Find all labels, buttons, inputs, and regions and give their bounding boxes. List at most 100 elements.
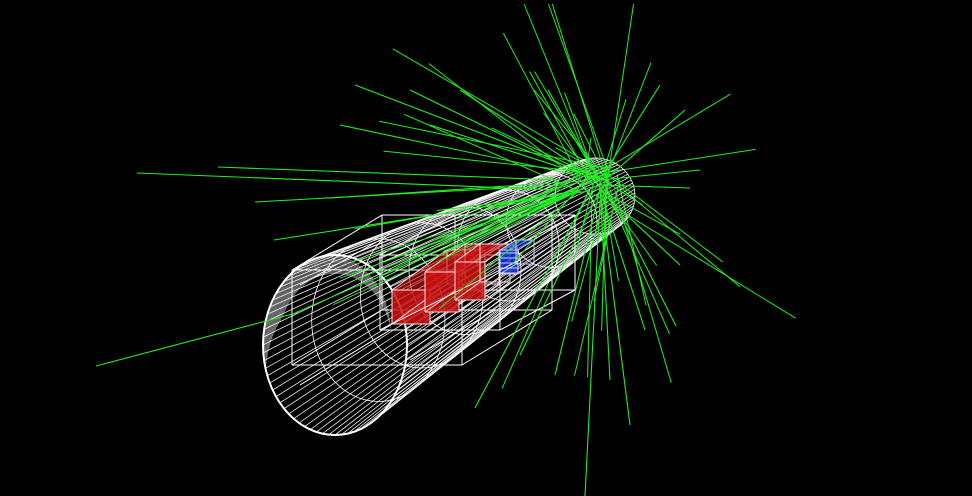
particle-track xyxy=(601,62,652,191)
particle-track xyxy=(438,189,581,310)
calorimeter-block-top xyxy=(455,244,510,262)
particle-track xyxy=(571,180,610,322)
particle-track xyxy=(354,189,581,281)
strut xyxy=(409,309,496,361)
end-cap-ring xyxy=(267,261,403,429)
end-cap-ring xyxy=(266,259,404,431)
outer-frame-edge xyxy=(291,214,383,271)
particle-track xyxy=(383,150,613,176)
particle-track xyxy=(436,191,586,212)
calorimeter-block-edge xyxy=(391,249,448,291)
particle-track xyxy=(459,89,591,176)
end-cap-ring xyxy=(264,256,406,434)
particle-track xyxy=(599,169,701,181)
particle-track xyxy=(616,174,647,306)
particle-track xyxy=(605,165,608,229)
particle-track xyxy=(574,179,621,376)
tracker-block-edge xyxy=(499,239,517,251)
particle-track xyxy=(580,93,731,185)
particle-track xyxy=(601,185,607,331)
particle-track xyxy=(554,189,601,376)
particle-track xyxy=(354,189,581,230)
outer-frame-edge xyxy=(291,309,383,366)
particle-track xyxy=(254,184,561,203)
cylinder-ring xyxy=(457,189,560,302)
end-cap-ring xyxy=(276,271,394,419)
end-cap-ring xyxy=(267,260,403,430)
calorimeter-block xyxy=(454,243,511,301)
particle-track xyxy=(409,89,591,179)
particle-track xyxy=(564,92,596,178)
particle-track xyxy=(502,32,588,192)
particle-track xyxy=(333,189,581,306)
particle-track xyxy=(329,180,589,199)
particle-track xyxy=(511,174,591,266)
calorimeter-block-face xyxy=(425,272,459,312)
particle-track xyxy=(614,190,672,383)
particle-track xyxy=(587,189,593,378)
end-cap-ring xyxy=(273,268,397,422)
calorimeter-block-face xyxy=(392,290,430,324)
particle-track xyxy=(584,199,601,496)
strut xyxy=(299,329,391,386)
particle-track xyxy=(404,113,584,194)
particle-track xyxy=(555,147,608,178)
end-cap-ring xyxy=(268,262,402,428)
strut xyxy=(299,239,381,286)
calorimeter-block-face xyxy=(455,262,485,300)
particle-track xyxy=(519,189,601,356)
particle-track xyxy=(487,183,609,210)
tracker-block-top xyxy=(500,240,534,250)
particle-track xyxy=(217,166,561,181)
particle-track xyxy=(339,189,581,279)
end-cap-ring xyxy=(263,255,407,435)
particle-track xyxy=(433,189,581,241)
particle-track xyxy=(350,189,581,263)
particle-track xyxy=(604,109,686,181)
end-cap-ring xyxy=(269,263,401,427)
particle-track xyxy=(354,84,591,176)
particle-track xyxy=(95,311,301,367)
particle-track xyxy=(584,168,643,206)
particle-track xyxy=(599,189,681,266)
particle-track xyxy=(599,184,691,189)
cylinder-ring xyxy=(311,238,446,402)
particle-track xyxy=(602,194,619,281)
end-cap-ring xyxy=(272,266,398,424)
end-cap-ring xyxy=(270,264,400,426)
particle-track xyxy=(392,48,593,166)
particle-track xyxy=(474,189,591,409)
tracker-block-edge xyxy=(499,263,517,275)
particle-track xyxy=(599,189,646,331)
particle-track xyxy=(599,184,611,381)
strut xyxy=(379,259,521,331)
calorimeter-block-edge xyxy=(454,281,481,301)
end-cap-ring xyxy=(262,254,408,436)
particle-tracks-front xyxy=(95,3,796,496)
end-cap-ring xyxy=(273,267,397,423)
particle-track xyxy=(523,3,592,170)
particle-track xyxy=(597,188,681,235)
particle-track xyxy=(529,71,594,186)
end-cap-ring xyxy=(265,257,405,433)
support-frame-edge xyxy=(379,214,456,256)
particle-track xyxy=(608,175,723,263)
particle-track xyxy=(379,120,609,169)
particle-track xyxy=(551,3,613,196)
particle-track xyxy=(294,189,581,314)
particle-track xyxy=(593,194,796,319)
particle-track xyxy=(442,189,581,252)
calorimeter-block-edge xyxy=(484,281,511,301)
detector-inner-volumes xyxy=(291,214,576,386)
particle-track xyxy=(339,124,601,181)
particle-track xyxy=(607,3,635,176)
particle-track xyxy=(533,89,613,186)
end-cap-ring xyxy=(275,270,395,420)
particle-track xyxy=(610,148,756,173)
support-frame-edge xyxy=(499,289,576,331)
particle-track xyxy=(491,127,598,179)
end-cap-ring xyxy=(277,273,393,417)
tracker-block-edge xyxy=(517,263,535,275)
